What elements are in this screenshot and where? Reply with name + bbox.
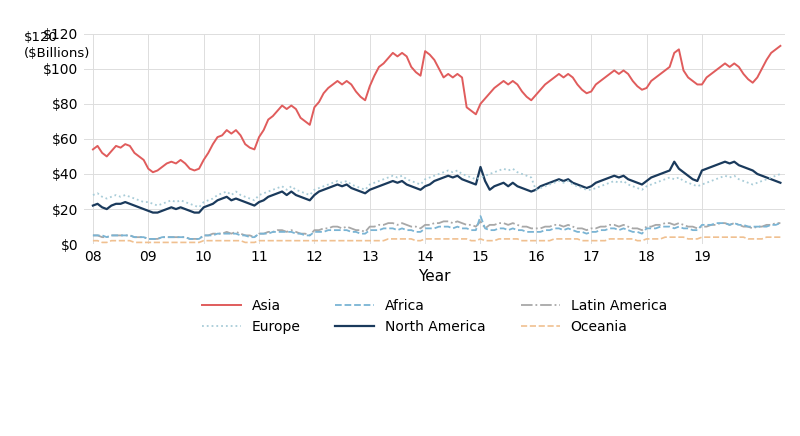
North America	[365, 187, 374, 192]
Oceania	[660, 235, 670, 240]
Asia	[453, 72, 462, 77]
Latin America	[775, 221, 785, 226]
Line: Latin America: Latin America	[93, 221, 780, 239]
Legend: Asia, Europe, Africa, North America, Latin America, Oceania: Asia, Europe, Africa, North America, Lat…	[196, 293, 673, 339]
Oceania	[453, 236, 462, 242]
Europe	[775, 171, 785, 177]
Asia	[148, 170, 158, 175]
Africa	[476, 214, 486, 219]
Africa	[365, 228, 374, 233]
Europe	[480, 173, 490, 178]
Asia	[365, 84, 374, 89]
Latin America	[143, 236, 153, 242]
Africa	[775, 221, 785, 226]
Latin America	[665, 221, 674, 226]
X-axis label: Year: Year	[418, 269, 450, 284]
Asia	[775, 43, 785, 48]
Africa	[485, 228, 494, 233]
Oceania	[98, 240, 107, 245]
North America	[480, 178, 490, 184]
Line: Africa: Africa	[93, 216, 780, 239]
Europe	[319, 184, 329, 189]
Line: North America: North America	[93, 162, 780, 213]
Europe	[453, 168, 462, 173]
Line: Europe: Europe	[93, 169, 780, 208]
Europe	[665, 175, 674, 180]
Line: Asia: Asia	[93, 46, 780, 172]
North America	[148, 210, 158, 215]
Europe	[365, 182, 374, 187]
Oceania	[319, 238, 329, 243]
Africa	[453, 224, 462, 229]
Latin America	[458, 221, 467, 226]
Asia	[568, 75, 578, 80]
North America	[319, 187, 329, 192]
Oceania	[568, 236, 578, 242]
Asia	[319, 91, 329, 96]
Latin America	[365, 224, 374, 229]
Asia	[660, 68, 670, 73]
Africa	[665, 224, 674, 229]
Africa	[88, 233, 98, 238]
North America	[88, 203, 98, 208]
Text: $120
($Billions): $120 ($Billions)	[24, 31, 90, 61]
Europe	[498, 166, 508, 171]
Oceania	[365, 238, 374, 243]
Africa	[143, 236, 153, 242]
Oceania	[665, 235, 674, 240]
North America	[453, 173, 462, 178]
Latin America	[438, 219, 448, 224]
Asia	[480, 96, 490, 101]
Oceania	[775, 235, 785, 240]
Oceania	[88, 238, 98, 243]
North America	[670, 159, 679, 164]
Africa	[573, 229, 582, 235]
Latin America	[573, 226, 582, 231]
North America	[568, 180, 578, 185]
Line: Oceania: Oceania	[93, 237, 780, 242]
North America	[775, 180, 785, 185]
North America	[660, 170, 670, 175]
Oceania	[480, 238, 490, 243]
Europe	[194, 205, 204, 210]
Latin America	[88, 233, 98, 238]
Europe	[573, 184, 582, 189]
Africa	[319, 229, 329, 235]
Latin America	[319, 226, 329, 231]
Latin America	[485, 222, 494, 228]
Asia	[88, 147, 98, 152]
Europe	[88, 192, 98, 198]
